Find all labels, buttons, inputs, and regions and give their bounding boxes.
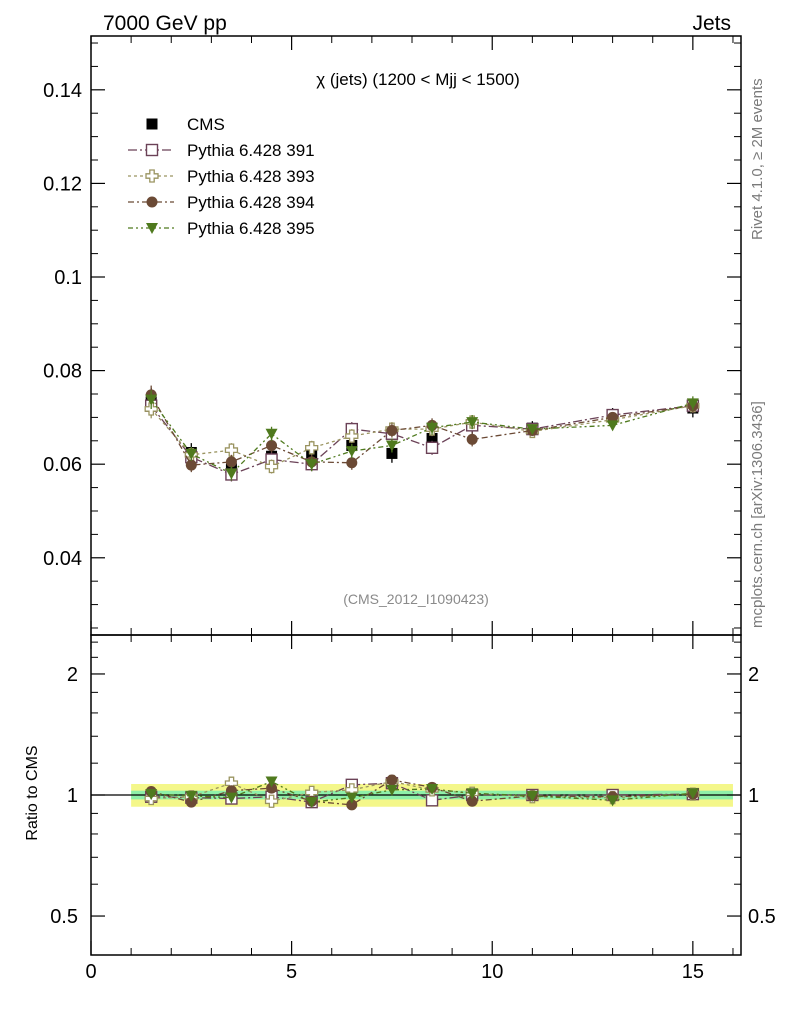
ratio-point-p395 (345, 792, 358, 804)
legend-label-cms: CMS (187, 115, 225, 134)
legend-label-393: Pythia 6.428 393 (187, 167, 315, 186)
ratio-ylabel: Ratio to CMS (24, 745, 41, 840)
ratio-point-p395 (686, 788, 699, 800)
series-line-p391 (150, 405, 693, 476)
ratio-line-p395 (151, 780, 693, 803)
chart-title: χ (jets) (1200 < Mjj < 1500) (316, 70, 520, 89)
legend-marker-p391 (145, 143, 159, 157)
xtick-label: 10 (481, 961, 503, 983)
ratio-series-p395 (145, 776, 699, 809)
ratio-point-p394 (466, 795, 478, 807)
ratio-point-p395 (526, 790, 539, 802)
data-point-p394 (225, 456, 237, 468)
data-point-p393 (305, 441, 319, 455)
ratio-point-p394 (185, 796, 197, 808)
ratio-point-p395 (606, 795, 619, 807)
mcplots-label: mcplots.cern.ch [arXiv:1306.3436] (749, 401, 766, 628)
ratio-line-p394 (151, 779, 693, 806)
ratio-point-p395 (305, 797, 318, 809)
data-point-p395 (345, 446, 358, 458)
ratio-point-p395 (225, 792, 238, 804)
ratio-point-p394 (346, 799, 358, 811)
data-point-p395 (145, 394, 158, 406)
data-point-p394 (386, 424, 398, 436)
main-ytick-label: 0.14 (43, 80, 82, 102)
ratio-ytick-label-right: 0.5 (748, 906, 776, 928)
xtick-label: 0 (85, 961, 96, 983)
data-point-p395 (185, 448, 198, 460)
main-ytick-label: 0.08 (43, 361, 82, 383)
jets-label: Jets (692, 12, 731, 35)
ratio-point-p395 (185, 790, 198, 802)
data-point-p395 (686, 398, 699, 410)
ratio-point-p395 (466, 788, 479, 800)
ratio-point-p394 (386, 774, 398, 786)
data-point-p395 (426, 422, 439, 434)
series-p395 (145, 390, 699, 481)
legend-marker-cms (146, 118, 158, 130)
ratio-point-p394 (266, 782, 278, 794)
main-ytick-label: 0.1 (54, 267, 82, 289)
analysis-watermark: (CMS_2012_I1090423) (343, 591, 489, 607)
data-point-p393 (224, 443, 239, 457)
xtick-label: 15 (682, 961, 704, 983)
data-point-p395 (265, 428, 278, 440)
legend-label-394: Pythia 6.428 394 (187, 193, 315, 212)
data-point-p391 (425, 441, 439, 455)
ratio-point-p395 (385, 784, 398, 796)
ratio-line-p391 (151, 782, 693, 803)
ratio-point-p395 (265, 776, 278, 788)
data-point-p394 (346, 457, 358, 469)
ratio-point-p393 (264, 794, 279, 808)
ratio-ytick-label-left: 1 (67, 785, 78, 807)
legend-marker-p394 (146, 196, 158, 208)
series-line-p394 (150, 394, 693, 466)
energy-label: 7000 GeV pp (103, 12, 227, 35)
legend-marker-p395 (146, 223, 158, 234)
data-point-p395 (305, 459, 318, 471)
data-point-p395 (526, 424, 539, 436)
data-point-p394 (266, 439, 278, 451)
main-ytick-label: 0.06 (43, 454, 82, 476)
legend: CMS Pythia 6.428 391 Pythia 6.428 393 Py… (128, 115, 315, 238)
main-ytick-label: 0.12 (43, 173, 82, 195)
ratio-point-p395 (426, 783, 439, 795)
main-ytick-label: 0.04 (43, 548, 82, 570)
data-point-cms (386, 447, 398, 459)
xtick-label: 5 (286, 961, 297, 983)
main-panel: 0.04 0.06 0.08 0.1 0.12 0.14 (43, 35, 742, 636)
data-point-p393 (264, 459, 279, 474)
ratio-ytick-label-right: 1 (748, 785, 759, 807)
ratio-ytick-label-left: 2 (67, 664, 78, 686)
legend-label-391: Pythia 6.428 391 (187, 141, 315, 160)
data-point-p394 (185, 459, 197, 471)
data-point-p393 (345, 429, 359, 443)
legend-marker-p393 (145, 169, 159, 183)
series-line-p393 (150, 405, 693, 468)
ratio-ytick-label-left: 0.5 (50, 906, 78, 928)
data-point-p395 (466, 417, 479, 429)
data-point-p395 (606, 420, 619, 432)
ratio-point-p395 (145, 789, 158, 801)
data-point-cms (426, 432, 438, 444)
data-point-p395 (225, 468, 238, 480)
ratio-ytick-label-right: 2 (748, 664, 759, 686)
data-point-p394 (607, 411, 619, 423)
series-line-p395 (150, 399, 694, 475)
legend-label-395: Pythia 6.428 395 (187, 219, 315, 238)
data-point-p394 (466, 433, 478, 445)
data-point-p395 (385, 440, 398, 452)
rivet-label: Rivet 4.1.0, ≥ 2M events (749, 78, 766, 240)
ratio-panel: 0 5 10 15 0.5 0.5 1 1 2 2 (50, 634, 776, 983)
